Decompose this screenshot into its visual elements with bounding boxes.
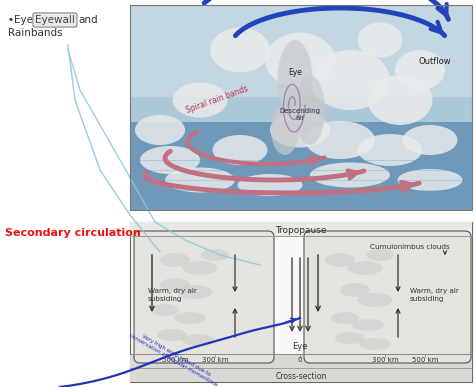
Bar: [130, 5, 472, 97]
Ellipse shape: [331, 312, 359, 324]
Text: Spiral rain bands: Spiral rain bands: [185, 85, 249, 115]
Ellipse shape: [271, 105, 299, 155]
Ellipse shape: [210, 27, 270, 72]
Ellipse shape: [265, 33, 335, 87]
Ellipse shape: [212, 135, 267, 165]
Bar: [130, 97, 472, 122]
Ellipse shape: [357, 22, 402, 58]
Ellipse shape: [359, 338, 391, 350]
Ellipse shape: [140, 146, 200, 174]
Text: Eye: Eye: [292, 342, 308, 351]
Text: Tropopause: Tropopause: [275, 226, 327, 235]
Text: 300 km: 300 km: [372, 357, 398, 363]
Bar: [130, 5, 472, 210]
Text: •Eye,: •Eye,: [8, 15, 40, 25]
Text: Warm, dry air
subsiding: Warm, dry air subsiding: [148, 288, 197, 301]
Ellipse shape: [352, 319, 384, 331]
Ellipse shape: [366, 249, 394, 261]
Ellipse shape: [151, 304, 179, 316]
Text: Warm, dry air
subsiding: Warm, dry air subsiding: [410, 288, 459, 301]
Ellipse shape: [357, 293, 392, 307]
Ellipse shape: [398, 169, 463, 191]
Text: Secondary circulation: Secondary circulation: [5, 228, 141, 238]
Bar: [130, 222, 472, 382]
Text: Eyewall: Eyewall: [35, 15, 75, 25]
Text: Rainbands: Rainbands: [8, 28, 63, 38]
Ellipse shape: [237, 174, 302, 196]
Bar: [130, 354, 472, 382]
Ellipse shape: [177, 285, 212, 299]
Ellipse shape: [277, 40, 312, 120]
Text: 300 km: 300 km: [202, 357, 228, 363]
FancyBboxPatch shape: [304, 231, 471, 363]
Ellipse shape: [165, 168, 235, 192]
Text: 0: 0: [298, 357, 302, 363]
Text: Descending
air: Descending air: [280, 108, 320, 121]
Ellipse shape: [173, 82, 228, 118]
Ellipse shape: [135, 115, 185, 145]
Ellipse shape: [270, 113, 330, 147]
Ellipse shape: [201, 249, 229, 261]
Ellipse shape: [174, 312, 206, 324]
Ellipse shape: [310, 163, 390, 187]
Ellipse shape: [340, 283, 370, 297]
Ellipse shape: [325, 253, 355, 267]
Ellipse shape: [335, 332, 365, 344]
Ellipse shape: [182, 261, 218, 275]
Ellipse shape: [182, 334, 214, 346]
Ellipse shape: [310, 50, 390, 110]
FancyBboxPatch shape: [134, 231, 274, 363]
Ellipse shape: [402, 125, 457, 155]
Ellipse shape: [347, 261, 383, 275]
Text: 500 km: 500 km: [162, 357, 188, 363]
Bar: [130, 5, 472, 210]
Ellipse shape: [395, 50, 445, 90]
Ellipse shape: [157, 329, 187, 341]
Text: Eye: Eye: [288, 68, 302, 77]
Ellipse shape: [357, 134, 422, 166]
Text: Very high wind speed due to
conservation of angular momentime: Very high wind speed due to conservation…: [128, 328, 221, 387]
Ellipse shape: [160, 278, 190, 292]
Bar: [130, 222, 472, 236]
Ellipse shape: [160, 253, 190, 267]
Bar: [130, 122, 472, 210]
Text: Outflow: Outflow: [419, 57, 451, 66]
Text: 500 km: 500 km: [412, 357, 438, 363]
Text: Cross-section: Cross-section: [275, 372, 327, 381]
Ellipse shape: [305, 121, 375, 159]
Ellipse shape: [367, 75, 432, 125]
Text: and: and: [78, 15, 98, 25]
Ellipse shape: [295, 75, 325, 145]
Text: Cumulonimbus clouds: Cumulonimbus clouds: [370, 244, 450, 250]
